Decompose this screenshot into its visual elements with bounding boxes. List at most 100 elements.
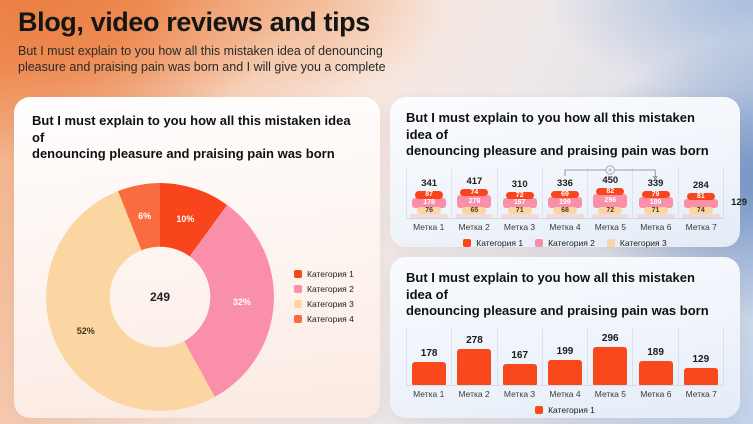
donut-center-value: 249 bbox=[149, 289, 171, 304]
stacked-column: 339 79 189 71 bbox=[632, 166, 677, 218]
donut-percent-label: 10% bbox=[176, 213, 195, 224]
stacked-segment: 296 bbox=[593, 193, 628, 208]
legend-swatch-icon bbox=[535, 405, 544, 414]
stacked-segment: 71 bbox=[643, 206, 668, 214]
stacked-segment: 65 bbox=[462, 206, 487, 214]
donut-ring bbox=[46, 182, 274, 411]
bar bbox=[547, 359, 582, 385]
stacked-segment: 69 bbox=[550, 190, 579, 198]
legend-label: Категория 1 bbox=[548, 404, 595, 415]
legend-item: Категория 2 bbox=[294, 284, 354, 294]
x-axis-label: Метка 5 bbox=[594, 388, 627, 399]
bar-column: 296 bbox=[587, 327, 632, 385]
x-axis-label: Метка 7 bbox=[685, 388, 717, 399]
stacked-segment: 82 bbox=[596, 187, 625, 195]
card-title: But I must explain to you how all this m… bbox=[32, 113, 362, 163]
legend-item: Категория 1 bbox=[535, 405, 595, 415]
card-title-line2: denouncing pleasure and praising pain wa… bbox=[32, 146, 335, 161]
card-title-line1: But I must explain to you how all this m… bbox=[406, 270, 695, 302]
bar-column: 167 bbox=[496, 327, 542, 385]
bar-card[interactable]: But I must explain to you how all this m… bbox=[390, 257, 740, 418]
donut-chart: 10% 32% 52% 6% 249 Категория 1 Категория 2 Ка… bbox=[32, 182, 362, 411]
x-axis-label: Метка 1 bbox=[413, 388, 445, 399]
page-subtitle: But I must explain to you how all this m… bbox=[18, 43, 386, 75]
outside-value-label: 129 bbox=[731, 196, 747, 208]
stacked-total-label: 336 bbox=[557, 177, 573, 189]
stacked-segment: 278 bbox=[457, 194, 492, 208]
x-axis-label: Метка 4 bbox=[549, 221, 581, 232]
legend-label: Категория 3 bbox=[307, 299, 354, 309]
legend-swatch-icon bbox=[606, 238, 615, 247]
card-title: But I must explain to you how all this m… bbox=[406, 110, 724, 160]
page-title: Blog, video reviews and tips bbox=[18, 7, 370, 37]
stacked-segment: 72 bbox=[598, 206, 623, 214]
legend-swatch-icon bbox=[294, 270, 302, 278]
stacked-segment: 199 bbox=[547, 196, 582, 208]
legend-item: Категория 4 bbox=[294, 314, 354, 324]
donut-legend: Категория 1 Категория 2 Категория 3 Категор… bbox=[294, 269, 354, 324]
bar-value-label: 129 bbox=[692, 353, 710, 365]
stacked-segment: 79 bbox=[641, 190, 670, 198]
stacked-segment: 178 bbox=[412, 197, 447, 208]
bar-value-label: 278 bbox=[466, 334, 483, 346]
bar-plot: 178 278 167 199 296 189 129 bbox=[406, 327, 724, 386]
stacked-x-axis: Метка 1 Метка 2 Метка 3 Метка 4 Метка 5 Метка… bbox=[406, 222, 724, 232]
card-title-line1: But I must explain to you how all this m… bbox=[32, 113, 351, 145]
stacked-segment: 76 bbox=[417, 206, 442, 214]
bar bbox=[412, 361, 447, 385]
legend-label: Категория 2 bbox=[307, 284, 354, 294]
stacked-column: 341 87 178 76 bbox=[407, 167, 451, 218]
card-title-line2: denouncing pleasure and praising pain wa… bbox=[406, 143, 709, 158]
stacked-bar-base bbox=[455, 213, 494, 218]
x-axis-label: Метка 7 bbox=[685, 221, 717, 232]
stacked-total-label: 339 bbox=[647, 177, 664, 189]
stacked-segment: 71 bbox=[507, 206, 532, 214]
bar-value-label: 167 bbox=[511, 349, 529, 361]
donut-percent-label: 32% bbox=[232, 296, 251, 307]
legend-swatch-icon bbox=[294, 300, 302, 308]
bar-column: 129 bbox=[677, 327, 723, 385]
stacked-column: 336 69 199 68 bbox=[541, 166, 587, 218]
stacked-column: 417 74 278 65 bbox=[451, 166, 496, 218]
legend-label: Категория 1 bbox=[476, 237, 524, 248]
donut-percent-label: 52% bbox=[76, 326, 95, 337]
x-axis-label: Метка 1 bbox=[413, 221, 445, 232]
stacked-legend: Категория 1 Категория 2 Категория 3 bbox=[406, 238, 724, 248]
legend-item: Категория 2 bbox=[535, 238, 595, 248]
x-axis-label: Метка 4 bbox=[549, 388, 581, 399]
stacked-column: 310 72 167 71 bbox=[496, 166, 542, 218]
x-axis-label: Метка 2 bbox=[458, 221, 490, 232]
legend-swatch-icon bbox=[294, 285, 302, 293]
x-axis-label: Метка 5 bbox=[594, 221, 627, 232]
donut-figure: 10% 32% 52% 6% 249 bbox=[46, 182, 274, 411]
card-title-line1: But I must explain to you how all this m… bbox=[406, 110, 695, 142]
stacked-bar-base bbox=[591, 213, 630, 218]
stacked-bar-card[interactable]: But I must explain to you how all this m… bbox=[390, 97, 747, 248]
legend-item: Категория 3 bbox=[606, 238, 667, 248]
stacked-bar-plot: 341 87 178 76 417 74 278 65 310 72 167 71 336 69 199 68… bbox=[406, 164, 747, 219]
bar bbox=[593, 346, 628, 385]
stacked-segment: 167 bbox=[502, 197, 537, 208]
page-header: Blog, video reviews and tips But I must … bbox=[18, 7, 386, 75]
bar bbox=[638, 360, 673, 385]
bar-column: 178 bbox=[407, 328, 451, 385]
donut-card[interactable]: But I must explain to you how all this m… bbox=[14, 97, 380, 418]
page-subtitle-line2: pleasure and praising pain was born and … bbox=[18, 60, 386, 74]
stacked-bar-base bbox=[545, 213, 584, 218]
stacked-total-label: 450 bbox=[602, 174, 619, 186]
stacked-total-label: 341 bbox=[421, 177, 438, 189]
bar-column: 278 bbox=[451, 327, 496, 385]
legend-item: Категория 3 bbox=[294, 299, 354, 309]
legend-label: Категория 2 bbox=[548, 237, 595, 248]
stacked-bar-base bbox=[636, 213, 675, 218]
card-title-line2: denouncing pleasure and praising pain wa… bbox=[406, 303, 709, 318]
card-title: But I must explain to you how all this m… bbox=[406, 270, 724, 320]
bar-value-label: 178 bbox=[420, 347, 438, 359]
stacked-segment: 68 bbox=[552, 206, 577, 214]
x-axis-label: Метка 2 bbox=[458, 388, 490, 399]
stacked-segment: 87 bbox=[415, 190, 444, 199]
bar-column: 189 bbox=[632, 327, 677, 385]
bar-value-label: 189 bbox=[647, 346, 664, 358]
legend-swatch-icon bbox=[535, 238, 544, 247]
